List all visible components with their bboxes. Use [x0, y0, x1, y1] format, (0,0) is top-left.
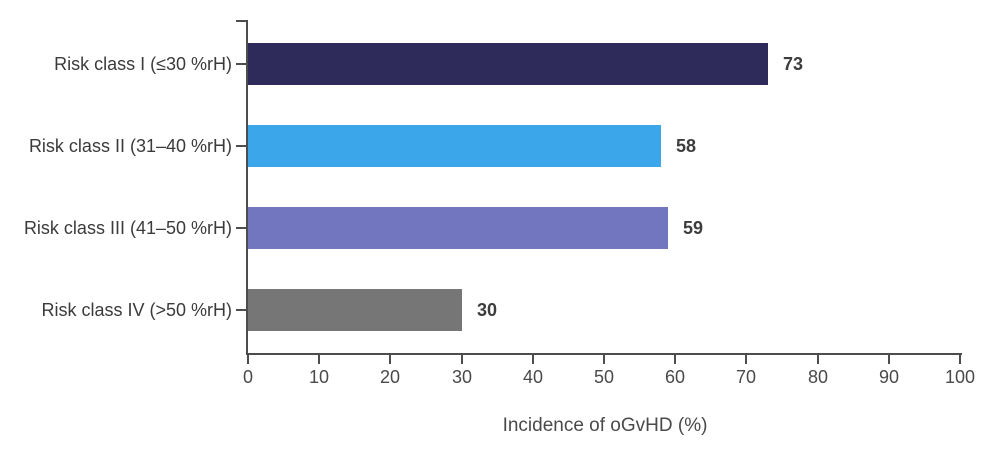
x-tick: [532, 355, 534, 364]
x-tick: [247, 355, 249, 364]
value-label: 59: [683, 218, 704, 238]
value-label: 58: [676, 136, 697, 156]
x-tick: [745, 355, 747, 364]
y-axis: [246, 20, 248, 355]
bar-2: [248, 125, 661, 167]
x-tick: [674, 355, 676, 364]
x-axis: [246, 353, 962, 355]
x-tick-label: 0: [242, 367, 253, 387]
bar-1: [248, 43, 768, 85]
x-tick-label: 20: [379, 367, 401, 387]
x-tick: [959, 355, 961, 364]
category-label: Risk class I (≤30 %rH): [54, 54, 232, 74]
x-tick: [389, 355, 391, 364]
y-tick: [236, 227, 246, 229]
value-label: 30: [477, 300, 498, 320]
x-tick-label: 60: [664, 367, 686, 387]
x-tick: [461, 355, 463, 364]
category-label: Risk class III (41–50 %rH): [23, 218, 232, 238]
y-tick: [236, 63, 246, 65]
y-tick: [236, 145, 246, 147]
x-tick: [888, 355, 890, 364]
x-tick-label: 80: [807, 367, 829, 387]
bar-4: [248, 289, 462, 331]
category-label: Risk class II (31–40 %rH): [28, 136, 232, 156]
y-tick: [236, 309, 246, 311]
x-axis-title: Incidence of oGvHD (%): [502, 415, 708, 436]
bar-3: [248, 207, 668, 249]
value-label: 73: [783, 54, 804, 74]
category-label: Risk class IV (>50 %rH): [41, 300, 232, 320]
x-tick-label: 30: [451, 367, 473, 387]
x-tick-label: 90: [878, 367, 900, 387]
x-tick-label: 50: [593, 367, 615, 387]
x-tick-label: 100: [944, 367, 976, 387]
x-tick: [817, 355, 819, 364]
y-axis-top-tick: [236, 20, 246, 22]
x-tick-label: 40: [522, 367, 544, 387]
x-tick: [318, 355, 320, 364]
x-tick-label: 70: [735, 367, 757, 387]
x-tick-label: 10: [308, 367, 330, 387]
x-tick: [603, 355, 605, 364]
